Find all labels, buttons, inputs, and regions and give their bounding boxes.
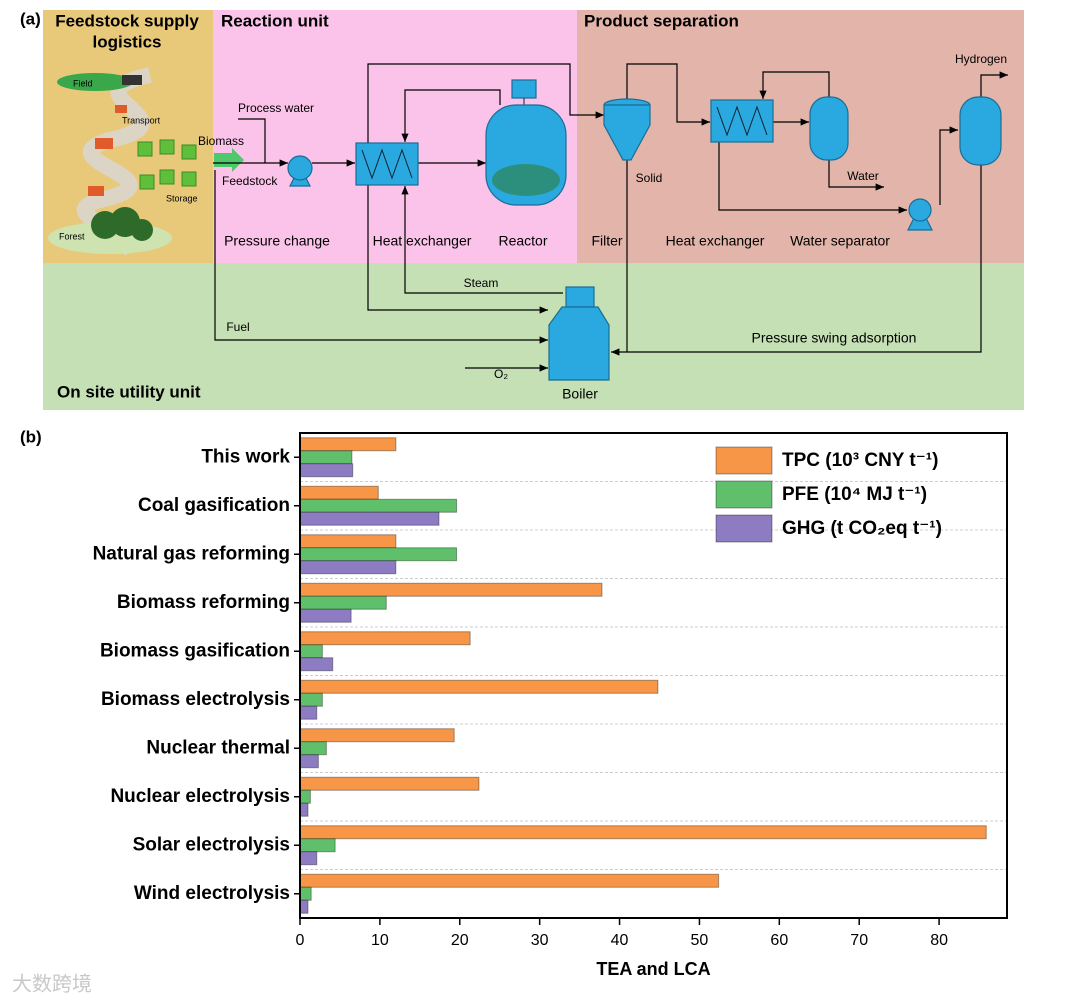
watermark: 大数跨境 [12, 972, 92, 995]
bar [299, 608, 352, 623]
x-tick-label: 60 [770, 932, 788, 949]
x-tick-label: 50 [691, 932, 709, 949]
bar [299, 802, 309, 817]
bar [299, 899, 309, 914]
section-title: Product separation [584, 11, 739, 30]
y-tick-label: Nuclear electrolysis [110, 786, 290, 807]
label: Heat exchanger [666, 233, 765, 249]
bar [299, 644, 323, 659]
bar [299, 838, 336, 853]
x-tick-label: 10 [371, 932, 389, 949]
y-tick-label: Nuclear thermal [146, 737, 290, 758]
y-tick-label: Coal gasification [138, 495, 290, 516]
x-tick-label: 0 [296, 932, 305, 949]
bar [299, 754, 319, 769]
label: Steam [464, 276, 499, 290]
y-tick-label: Natural gas reforming [93, 543, 290, 564]
label: Reactor [498, 233, 547, 249]
x-tick-label: 80 [930, 932, 948, 949]
feedstock-illustration [48, 67, 244, 256]
label: Process water [238, 101, 314, 115]
legend-label: GHG (t CO₂eq t⁻¹) [782, 518, 942, 539]
label: Forest [59, 231, 85, 241]
bar [299, 498, 458, 513]
label: O₂ [494, 367, 508, 381]
bar [299, 741, 327, 756]
label: Pressure change [224, 233, 330, 249]
label: Biomass [198, 134, 244, 148]
y-tick-label: Wind electrolysis [134, 883, 290, 904]
label: Heat exchanger [373, 233, 472, 249]
bar [299, 485, 379, 500]
panel-label: (b) [20, 427, 42, 446]
legend-swatch [715, 514, 773, 543]
bar [299, 728, 455, 743]
section-title: logistics [93, 32, 162, 51]
section-title: Feedstock supply [55, 11, 199, 30]
separation-region [577, 10, 1024, 263]
bar [299, 560, 397, 575]
legend-swatch [715, 446, 773, 475]
bar [299, 825, 987, 840]
bar [299, 657, 334, 672]
x-tick-label: 30 [531, 932, 549, 949]
chart: 0 10 20 30 40 50 60 70 80 TEA and LCA This work Coa… [93, 432, 1008, 979]
label: Transport [122, 115, 161, 125]
bar [299, 851, 318, 866]
bar [299, 873, 720, 888]
bar [299, 776, 480, 791]
x-tick-label: 70 [850, 932, 868, 949]
bar [299, 692, 323, 707]
label: Solid [636, 171, 663, 185]
label: Pressure swing adsorption [752, 330, 917, 346]
bar [299, 511, 440, 526]
y-tick-label: Biomass reforming [117, 592, 290, 613]
y-tick-label: Biomass gasification [100, 640, 290, 661]
bar [299, 582, 603, 597]
section-title: On site utility unit [57, 382, 201, 401]
label: Boiler [562, 386, 598, 402]
label: Hydrogen [955, 52, 1007, 66]
bar [299, 547, 458, 562]
bar [299, 463, 354, 478]
x-tick-label: 20 [451, 932, 469, 949]
legend-label: TPC (10³ CNY t⁻¹) [782, 450, 938, 471]
label: Filter [591, 233, 622, 249]
bar [299, 450, 353, 465]
bar [299, 705, 318, 720]
section-title: Reaction unit [221, 11, 329, 30]
label: Feedstock [222, 174, 278, 188]
label: Storage [166, 193, 198, 203]
x-tick-label: 40 [611, 932, 629, 949]
label: Water [847, 169, 879, 183]
bar [299, 679, 659, 694]
bar [299, 886, 312, 901]
label: Fuel [226, 320, 249, 334]
bar [299, 595, 387, 610]
plot-frame [299, 432, 1008, 919]
label: Water separator [790, 233, 890, 249]
equipment [287, 79, 1002, 381]
legend-label: PFE (10⁴ MJ t⁻¹) [782, 484, 927, 505]
label: Field [73, 78, 93, 88]
bar [299, 437, 397, 452]
panel-label: (a) [20, 9, 41, 28]
utility-region [43, 263, 1024, 410]
y-tick-label: This work [201, 446, 290, 467]
y-tick-label: Biomass electrolysis [101, 689, 290, 710]
bar [299, 631, 471, 646]
flow-lines [213, 63, 1008, 372]
legend-swatch [715, 480, 773, 509]
x-axis-title: TEA and LCA [596, 959, 710, 979]
bar [299, 789, 311, 804]
bar [299, 534, 397, 549]
y-tick-label: Solar electrolysis [133, 834, 290, 855]
